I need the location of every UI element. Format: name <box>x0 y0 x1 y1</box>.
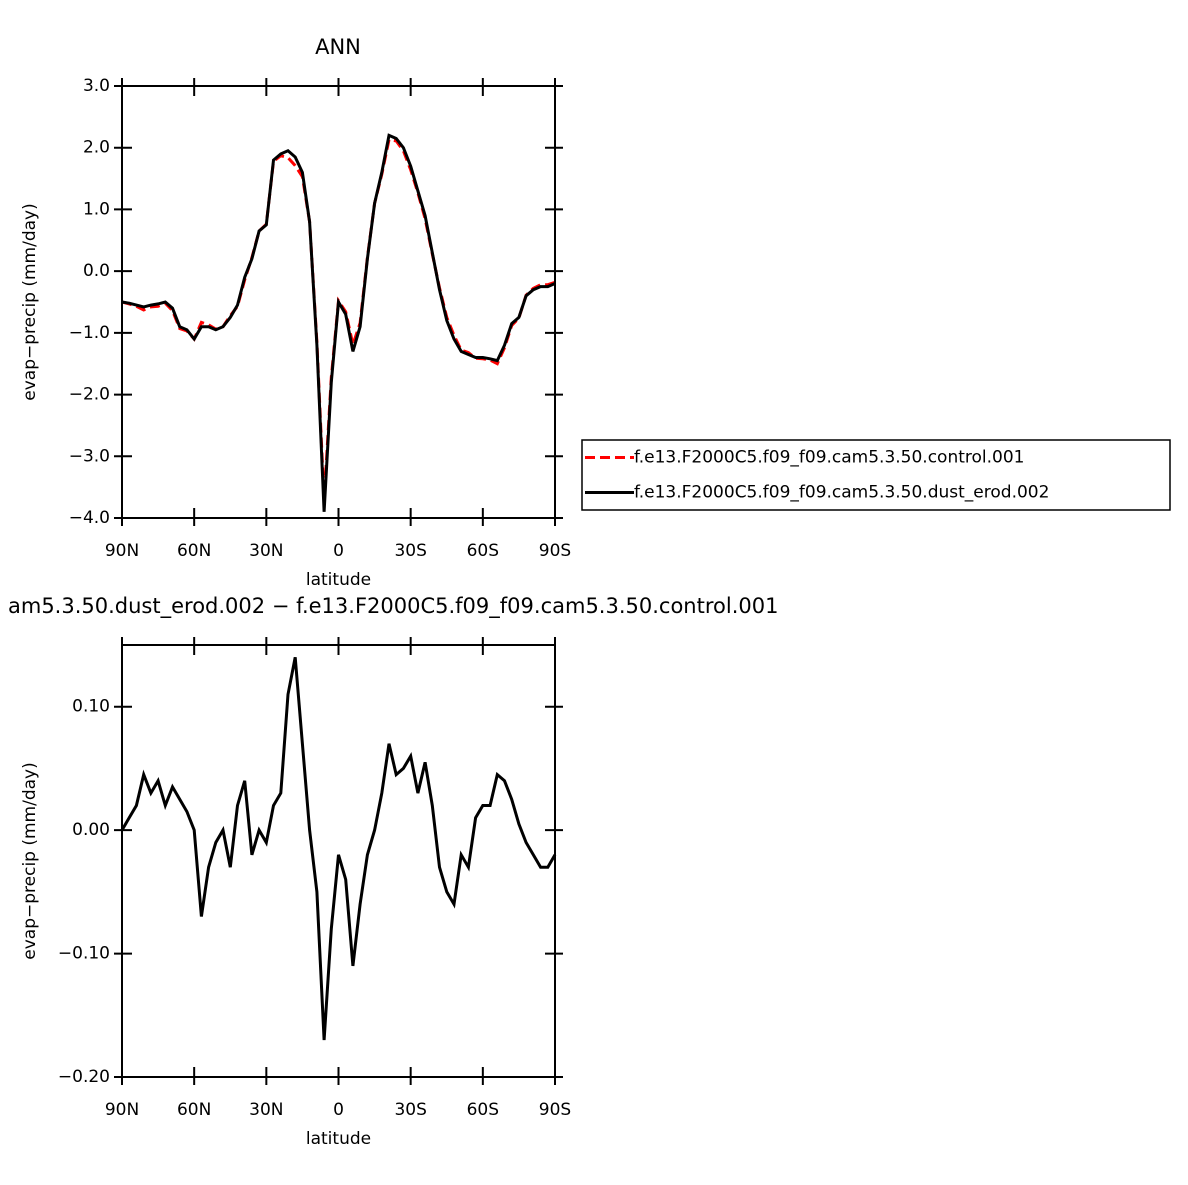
y-tick-label: −0.20 <box>58 1067 110 1087</box>
x-tick-label: 60N <box>177 1100 211 1120</box>
y-tick-label: 0.10 <box>72 697 110 717</box>
x-axis-label: latitude <box>306 570 371 590</box>
y-tick-label: −1.0 <box>69 323 110 343</box>
y-tick-label: 3.0 <box>83 76 110 96</box>
x-tick-label: 60S <box>467 541 499 561</box>
x-tick-label: 30S <box>394 541 426 561</box>
x-tick-label: 90S <box>539 1100 571 1120</box>
y-tick-label: 0.00 <box>72 820 110 840</box>
legend-label: f.e13.F2000C5.f09_f09.cam5.3.50.dust_ero… <box>634 483 1049 503</box>
x-tick-label: 90N <box>105 541 139 561</box>
data-line <box>120 657 557 1041</box>
x-tick-label: 0 <box>333 541 344 561</box>
y-tick-label: 0.0 <box>83 261 110 281</box>
y-tick-label: 1.0 <box>83 199 110 219</box>
x-tick-label: 60N <box>177 541 211 561</box>
y-tick-label: −4.0 <box>69 508 110 528</box>
y-axis-label: evap−precip (mm/day) <box>20 762 40 959</box>
x-tick-label: 60S <box>467 1100 499 1120</box>
x-axis-label: latitude <box>306 1129 371 1149</box>
chart-title: ANN <box>315 35 361 59</box>
x-tick-label: 30S <box>394 1100 426 1120</box>
x-tick-label: 30N <box>249 541 283 561</box>
x-tick-label: 30N <box>249 1100 283 1120</box>
data-line <box>121 137 556 502</box>
y-tick-label: −0.10 <box>58 944 110 964</box>
x-tick-label: 90S <box>539 541 571 561</box>
y-tick-label: 2.0 <box>83 138 110 158</box>
chart-title: am5.3.50.dust_erod.002 − f.e13.F2000C5.f… <box>8 594 778 619</box>
x-tick-label: 0 <box>333 1100 344 1120</box>
data-line <box>121 133 556 512</box>
y-tick-label: −2.0 <box>69 385 110 405</box>
y-tick-label: −3.0 <box>69 446 110 466</box>
y-axis-label: evap−precip (mm/day) <box>20 203 40 400</box>
legend-box <box>581 439 1171 511</box>
plot-frame <box>121 85 556 519</box>
legend-label: f.e13.F2000C5.f09_f09.cam5.3.50.control.… <box>634 448 1025 468</box>
plot-frame <box>121 644 556 1078</box>
x-tick-label: 90N <box>105 1100 139 1120</box>
